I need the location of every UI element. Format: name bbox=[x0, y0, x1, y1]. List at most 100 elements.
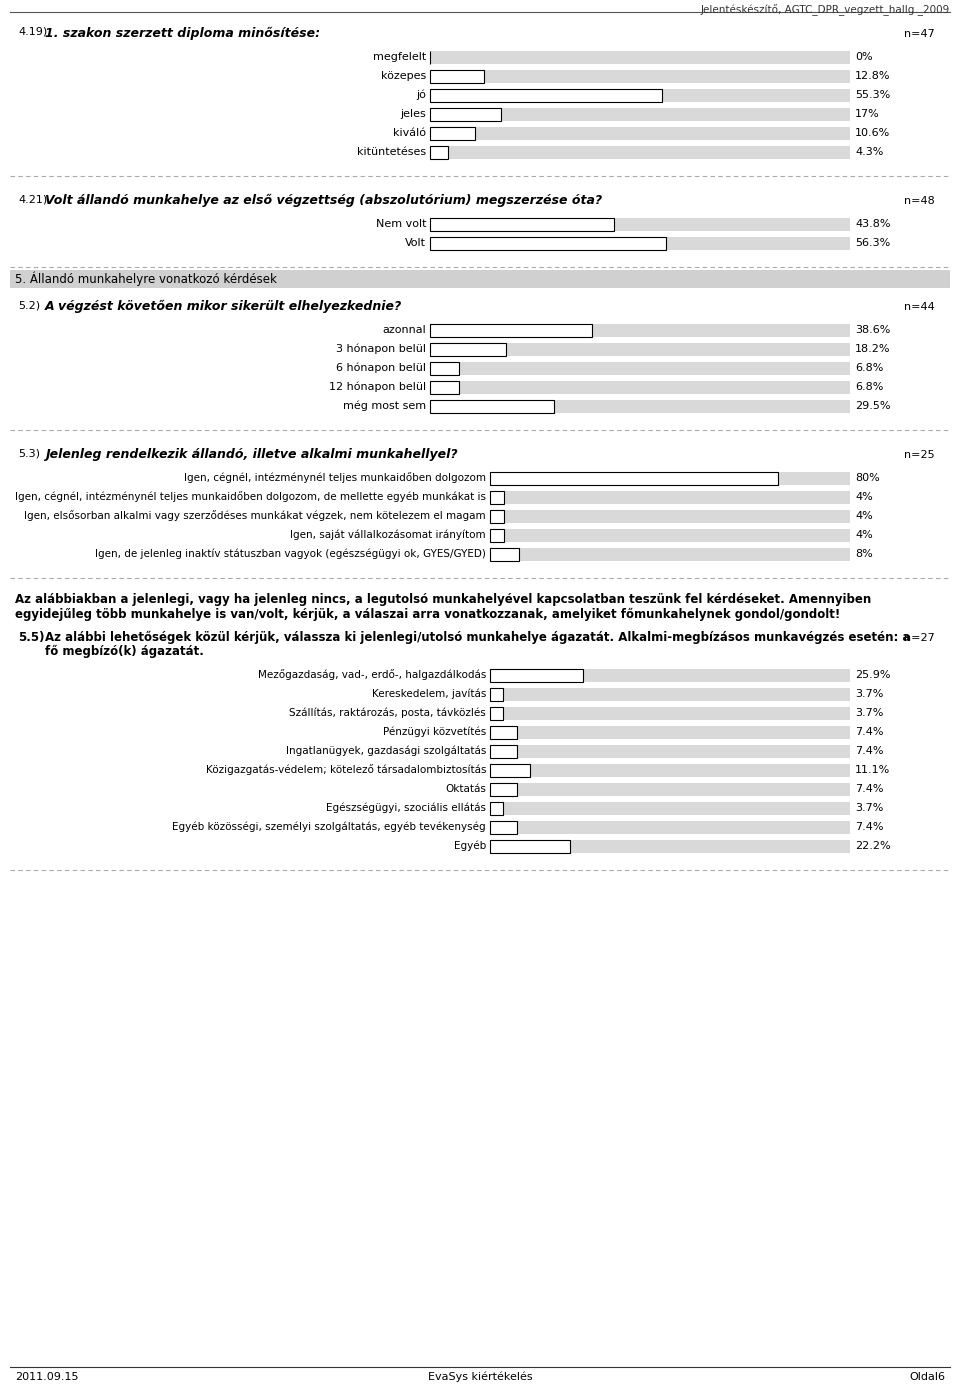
Bar bbox=[430, 50, 850, 64]
Bar bbox=[490, 472, 850, 484]
Text: 3.7%: 3.7% bbox=[855, 709, 883, 718]
Text: Igen, cégnél, intézménynél teljes munkaidőben dolgozom, de mellette egyéb munkák: Igen, cégnél, intézménynél teljes munkai… bbox=[15, 491, 486, 502]
Text: 4.21): 4.21) bbox=[18, 194, 47, 204]
Text: n=44: n=44 bbox=[904, 301, 935, 312]
Bar bbox=[490, 688, 850, 700]
Bar bbox=[430, 218, 614, 230]
Text: 25.9%: 25.9% bbox=[855, 670, 891, 679]
Bar bbox=[430, 381, 459, 393]
Bar bbox=[430, 399, 850, 413]
Bar bbox=[490, 491, 504, 504]
Text: fő megbízó(k) ágazatát.: fő megbízó(k) ágazatát. bbox=[45, 644, 204, 658]
Bar bbox=[430, 381, 850, 393]
Bar bbox=[430, 107, 501, 120]
Bar bbox=[430, 343, 850, 356]
Text: Volt állandó munkahelye az első végzettség (abszolutórium) megszerzése óta?: Volt állandó munkahelye az első végzetts… bbox=[45, 194, 602, 206]
Text: 38.6%: 38.6% bbox=[855, 325, 890, 335]
Text: jeles: jeles bbox=[400, 109, 426, 119]
Bar bbox=[490, 706, 503, 720]
Text: 5.2): 5.2) bbox=[18, 300, 40, 310]
Bar bbox=[430, 237, 850, 250]
Text: 10.6%: 10.6% bbox=[855, 128, 890, 138]
Bar bbox=[430, 88, 662, 102]
Text: 12 hónapon belül: 12 hónapon belül bbox=[329, 382, 426, 392]
Text: 5.5): 5.5) bbox=[18, 631, 44, 644]
Bar bbox=[490, 840, 850, 852]
Bar bbox=[430, 70, 850, 82]
Text: A végzést követően mikor sikerült elhelyezkednie?: A végzést követően mikor sikerült elhely… bbox=[45, 300, 402, 312]
Text: 6.8%: 6.8% bbox=[855, 363, 883, 372]
Bar bbox=[490, 547, 518, 561]
Text: 8%: 8% bbox=[855, 550, 873, 559]
Text: 22.2%: 22.2% bbox=[855, 841, 891, 851]
Bar bbox=[490, 763, 850, 777]
Text: n=27: n=27 bbox=[904, 633, 935, 643]
Text: Egészségügyi, szociális ellátás: Egészségügyi, szociális ellátás bbox=[326, 802, 486, 813]
Text: Kereskedelem, javítás: Kereskedelem, javítás bbox=[372, 689, 486, 699]
Bar bbox=[430, 127, 850, 140]
Text: 4.3%: 4.3% bbox=[855, 146, 883, 158]
Text: Mezőgazdaság, vad-, erdő-, halgazdálkodás: Mezőgazdaság, vad-, erdő-, halgazdálkodá… bbox=[257, 670, 486, 681]
Bar bbox=[490, 529, 504, 541]
Bar bbox=[430, 324, 850, 336]
Text: kitüntetéses: kitüntetéses bbox=[357, 146, 426, 158]
Bar bbox=[490, 509, 850, 523]
Bar bbox=[490, 763, 530, 777]
Bar bbox=[490, 688, 503, 700]
Text: Egyéb: Egyéb bbox=[454, 841, 486, 851]
Bar bbox=[430, 107, 850, 120]
Text: n=47: n=47 bbox=[904, 29, 935, 39]
Bar bbox=[430, 399, 554, 413]
Bar bbox=[490, 472, 778, 484]
Text: Igen, cégnél, intézménynél teljes munkaidőben dolgozom: Igen, cégnél, intézménynél teljes munkai… bbox=[184, 473, 486, 484]
Text: 3.7%: 3.7% bbox=[855, 689, 883, 699]
Text: 2011.09.15: 2011.09.15 bbox=[15, 1373, 79, 1382]
Bar bbox=[490, 725, 850, 738]
Text: Közigazgatás-védelem; kötelező társadalombiztosítás: Közigazgatás-védelem; kötelező társadalo… bbox=[205, 764, 486, 776]
Text: 7.4%: 7.4% bbox=[855, 822, 883, 831]
Bar bbox=[490, 745, 850, 757]
Text: 55.3%: 55.3% bbox=[855, 91, 890, 100]
Text: Pénzügyi közvetítés: Pénzügyi közvetítés bbox=[383, 727, 486, 737]
Text: 12.8%: 12.8% bbox=[855, 71, 891, 81]
Text: Az alábbi lehetőségek közül kérjük, válassza ki jelenlegi/utolsó munkahelye ágaz: Az alábbi lehetőségek közül kérjük, vála… bbox=[45, 631, 910, 644]
Bar bbox=[430, 343, 507, 356]
Text: Volt: Volt bbox=[405, 239, 426, 248]
Text: egyidejűleg több munkahelye is van/volt, kérjük, a válaszai arra vonatkozzanak, : egyidejűleg több munkahelye is van/volt,… bbox=[15, 608, 840, 621]
Text: 7.4%: 7.4% bbox=[855, 746, 883, 756]
Bar bbox=[490, 668, 584, 682]
Bar bbox=[430, 361, 850, 374]
Text: 4%: 4% bbox=[855, 530, 873, 540]
Bar bbox=[10, 271, 950, 287]
Bar bbox=[490, 509, 504, 523]
Bar bbox=[490, 668, 850, 682]
Text: Oktatás: Oktatás bbox=[445, 784, 486, 794]
Bar bbox=[490, 783, 850, 795]
Text: Oldal6: Oldal6 bbox=[909, 1373, 945, 1382]
Bar bbox=[430, 361, 459, 374]
Text: azonnal: azonnal bbox=[382, 325, 426, 335]
Text: Jelenleg rendelkezik állandó, illetve alkalmi munkahellyel?: Jelenleg rendelkezik állandó, illetve al… bbox=[45, 448, 458, 460]
Text: 18.2%: 18.2% bbox=[855, 345, 891, 354]
Bar bbox=[490, 802, 850, 815]
Bar bbox=[490, 725, 516, 738]
Text: 3 hónapon belül: 3 hónapon belül bbox=[336, 343, 426, 354]
Bar bbox=[490, 802, 503, 815]
Text: n=25: n=25 bbox=[904, 451, 935, 460]
Text: Ingatlanügyek, gazdasági szolgáltatás: Ingatlanügyek, gazdasági szolgáltatás bbox=[286, 746, 486, 756]
Text: 3.7%: 3.7% bbox=[855, 804, 883, 813]
Bar bbox=[430, 88, 850, 102]
Text: 7.4%: 7.4% bbox=[855, 784, 883, 794]
Text: 6.8%: 6.8% bbox=[855, 382, 883, 392]
Text: Jelentéskészítő, AGTC_DPR_vegzett_hallg._2009: Jelentéskészítő, AGTC_DPR_vegzett_hallg.… bbox=[701, 4, 950, 15]
Text: 17%: 17% bbox=[855, 109, 879, 119]
Text: 4%: 4% bbox=[855, 511, 873, 520]
Bar bbox=[490, 840, 570, 852]
Bar bbox=[490, 706, 850, 720]
Bar bbox=[490, 745, 516, 757]
Text: megfelelt: megfelelt bbox=[372, 52, 426, 61]
Text: Szállítás, raktározás, posta, távközlés: Szállítás, raktározás, posta, távközlés bbox=[289, 707, 486, 718]
Bar bbox=[490, 820, 516, 833]
Text: Igen, de jelenleg inaktív státuszban vagyok (egészségügyi ok, GYES/GYED): Igen, de jelenleg inaktív státuszban vag… bbox=[95, 548, 486, 559]
Bar bbox=[430, 145, 850, 159]
